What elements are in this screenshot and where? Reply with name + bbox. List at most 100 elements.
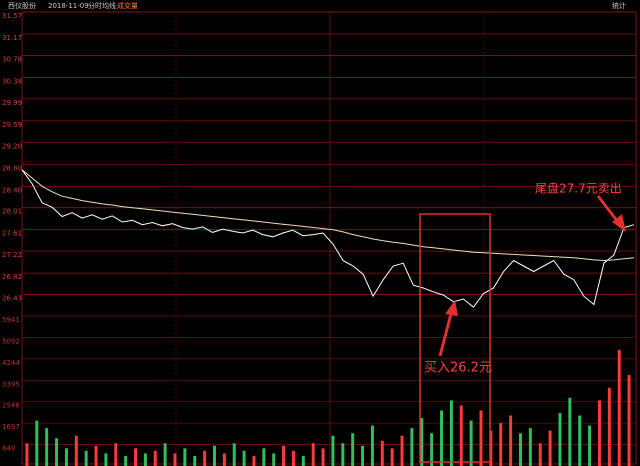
volume-bar <box>153 450 157 466</box>
price-line <box>21 169 635 308</box>
y-tick-label: 29.99 <box>2 99 22 107</box>
volume-bar <box>410 428 414 466</box>
y-tick-label: 5941 <box>2 316 20 324</box>
volume-bar <box>124 455 128 466</box>
volume-bar <box>331 435 335 466</box>
y-tick-label: 2546 <box>2 402 20 410</box>
volume-bar <box>341 443 345 466</box>
volume-bar <box>25 443 29 466</box>
arrow-head <box>612 214 626 232</box>
volume-bar <box>597 400 601 466</box>
avg-label: 均线 <box>102 1 116 10</box>
y-tick-label: 26.43 <box>2 295 22 303</box>
y-tick-label: 28.80 <box>2 164 22 172</box>
volume-bar <box>35 420 39 466</box>
volume-bar <box>558 412 562 466</box>
y-tick-label: 31.57 <box>2 12 22 20</box>
volume-bar <box>203 450 207 466</box>
volume-bar <box>74 435 78 466</box>
volume-bar <box>469 420 473 466</box>
volume-bar <box>430 433 434 466</box>
volume-bar <box>232 443 236 466</box>
volume-bar <box>301 455 305 466</box>
y-tick-label: 28.01 <box>2 208 22 216</box>
volume-bar <box>519 433 522 466</box>
volume-bar <box>242 450 246 466</box>
volume-bar <box>578 415 582 466</box>
volume-bar <box>64 448 68 466</box>
volume-bar <box>84 450 88 466</box>
highlight-box <box>419 213 491 463</box>
volume-bar <box>94 445 98 466</box>
y-tick-label: 26.82 <box>2 273 22 281</box>
arrow <box>438 309 454 357</box>
y-tick-label: 1697 <box>2 423 20 431</box>
date: 2018-11-09 <box>48 2 89 10</box>
volume-bar <box>627 375 631 466</box>
volume-bar <box>617 349 621 466</box>
y-tick-label: 4244 <box>2 359 20 367</box>
volume-bar <box>459 405 463 466</box>
volume-bar <box>282 445 286 466</box>
volume-bar <box>440 410 443 466</box>
stock-name: 西仪股份 <box>8 1 36 10</box>
volume-bar <box>489 430 493 466</box>
volume-bar <box>55 438 59 466</box>
volume-bar <box>568 397 572 466</box>
volume-bar <box>114 443 118 466</box>
volume-bar <box>509 415 513 466</box>
arrow-head <box>445 300 458 316</box>
volume-bar <box>420 418 424 466</box>
y-tick-label: 30.38 <box>2 77 22 85</box>
volume-bar <box>390 448 394 466</box>
stats-button[interactable]: 统计 <box>612 1 626 10</box>
volume-bar <box>370 425 374 466</box>
volume-bar <box>213 445 216 466</box>
volume-bar <box>361 445 365 466</box>
y-tick-label: 27.61 <box>2 230 22 238</box>
y-tick-label: 28.40 <box>2 186 22 194</box>
y-tick-label: 3395 <box>2 380 20 388</box>
volume-bar <box>252 455 256 466</box>
y-tick-label: 29.20 <box>2 142 22 150</box>
volume-bar <box>272 453 276 466</box>
volume-bar <box>163 443 167 466</box>
y-tick-label: 5092 <box>2 337 20 345</box>
volume-bar <box>380 440 384 466</box>
volume-bar <box>183 448 187 466</box>
volume-bar <box>351 433 355 466</box>
volume-bar <box>321 448 325 466</box>
volume-bar <box>607 387 611 466</box>
volume-bar <box>479 410 483 466</box>
volume-label: 成交量 <box>117 1 138 10</box>
price-line <box>21 169 635 262</box>
y-tick-label: 31.17 <box>2 34 22 42</box>
volume-bar <box>311 443 315 466</box>
volume-bar <box>528 428 532 466</box>
volume-bar <box>400 435 404 466</box>
volume-bar <box>173 453 177 466</box>
sell-annotation: 尾盘27.7元卖出 <box>535 181 622 196</box>
volume-bar <box>499 423 503 466</box>
volume-bar <box>104 453 108 466</box>
volume-bar <box>538 443 542 466</box>
volume-bar <box>134 448 137 466</box>
y-tick-label: 849 <box>2 445 15 453</box>
volume-bar <box>291 450 295 466</box>
volume-bar <box>449 400 453 466</box>
y-tick-label: 27.22 <box>2 251 22 259</box>
mode: 分时 <box>88 1 102 10</box>
buy-annotation: 买入26.2元 <box>424 361 492 376</box>
volume-bar <box>548 430 552 466</box>
volume-bar <box>193 455 197 466</box>
volume-bar <box>588 425 592 466</box>
volume-bar <box>222 453 226 466</box>
marks: 31.57 31.17 30.78 30.38 29.99 29.59 29.20 28.80… <box>2 11 636 466</box>
volume-bar <box>45 428 49 466</box>
y-tick-label: 29.59 <box>2 121 22 129</box>
y-tick-label: 30.78 <box>2 55 22 63</box>
arrow <box>596 195 620 223</box>
volume-bar <box>143 453 147 466</box>
